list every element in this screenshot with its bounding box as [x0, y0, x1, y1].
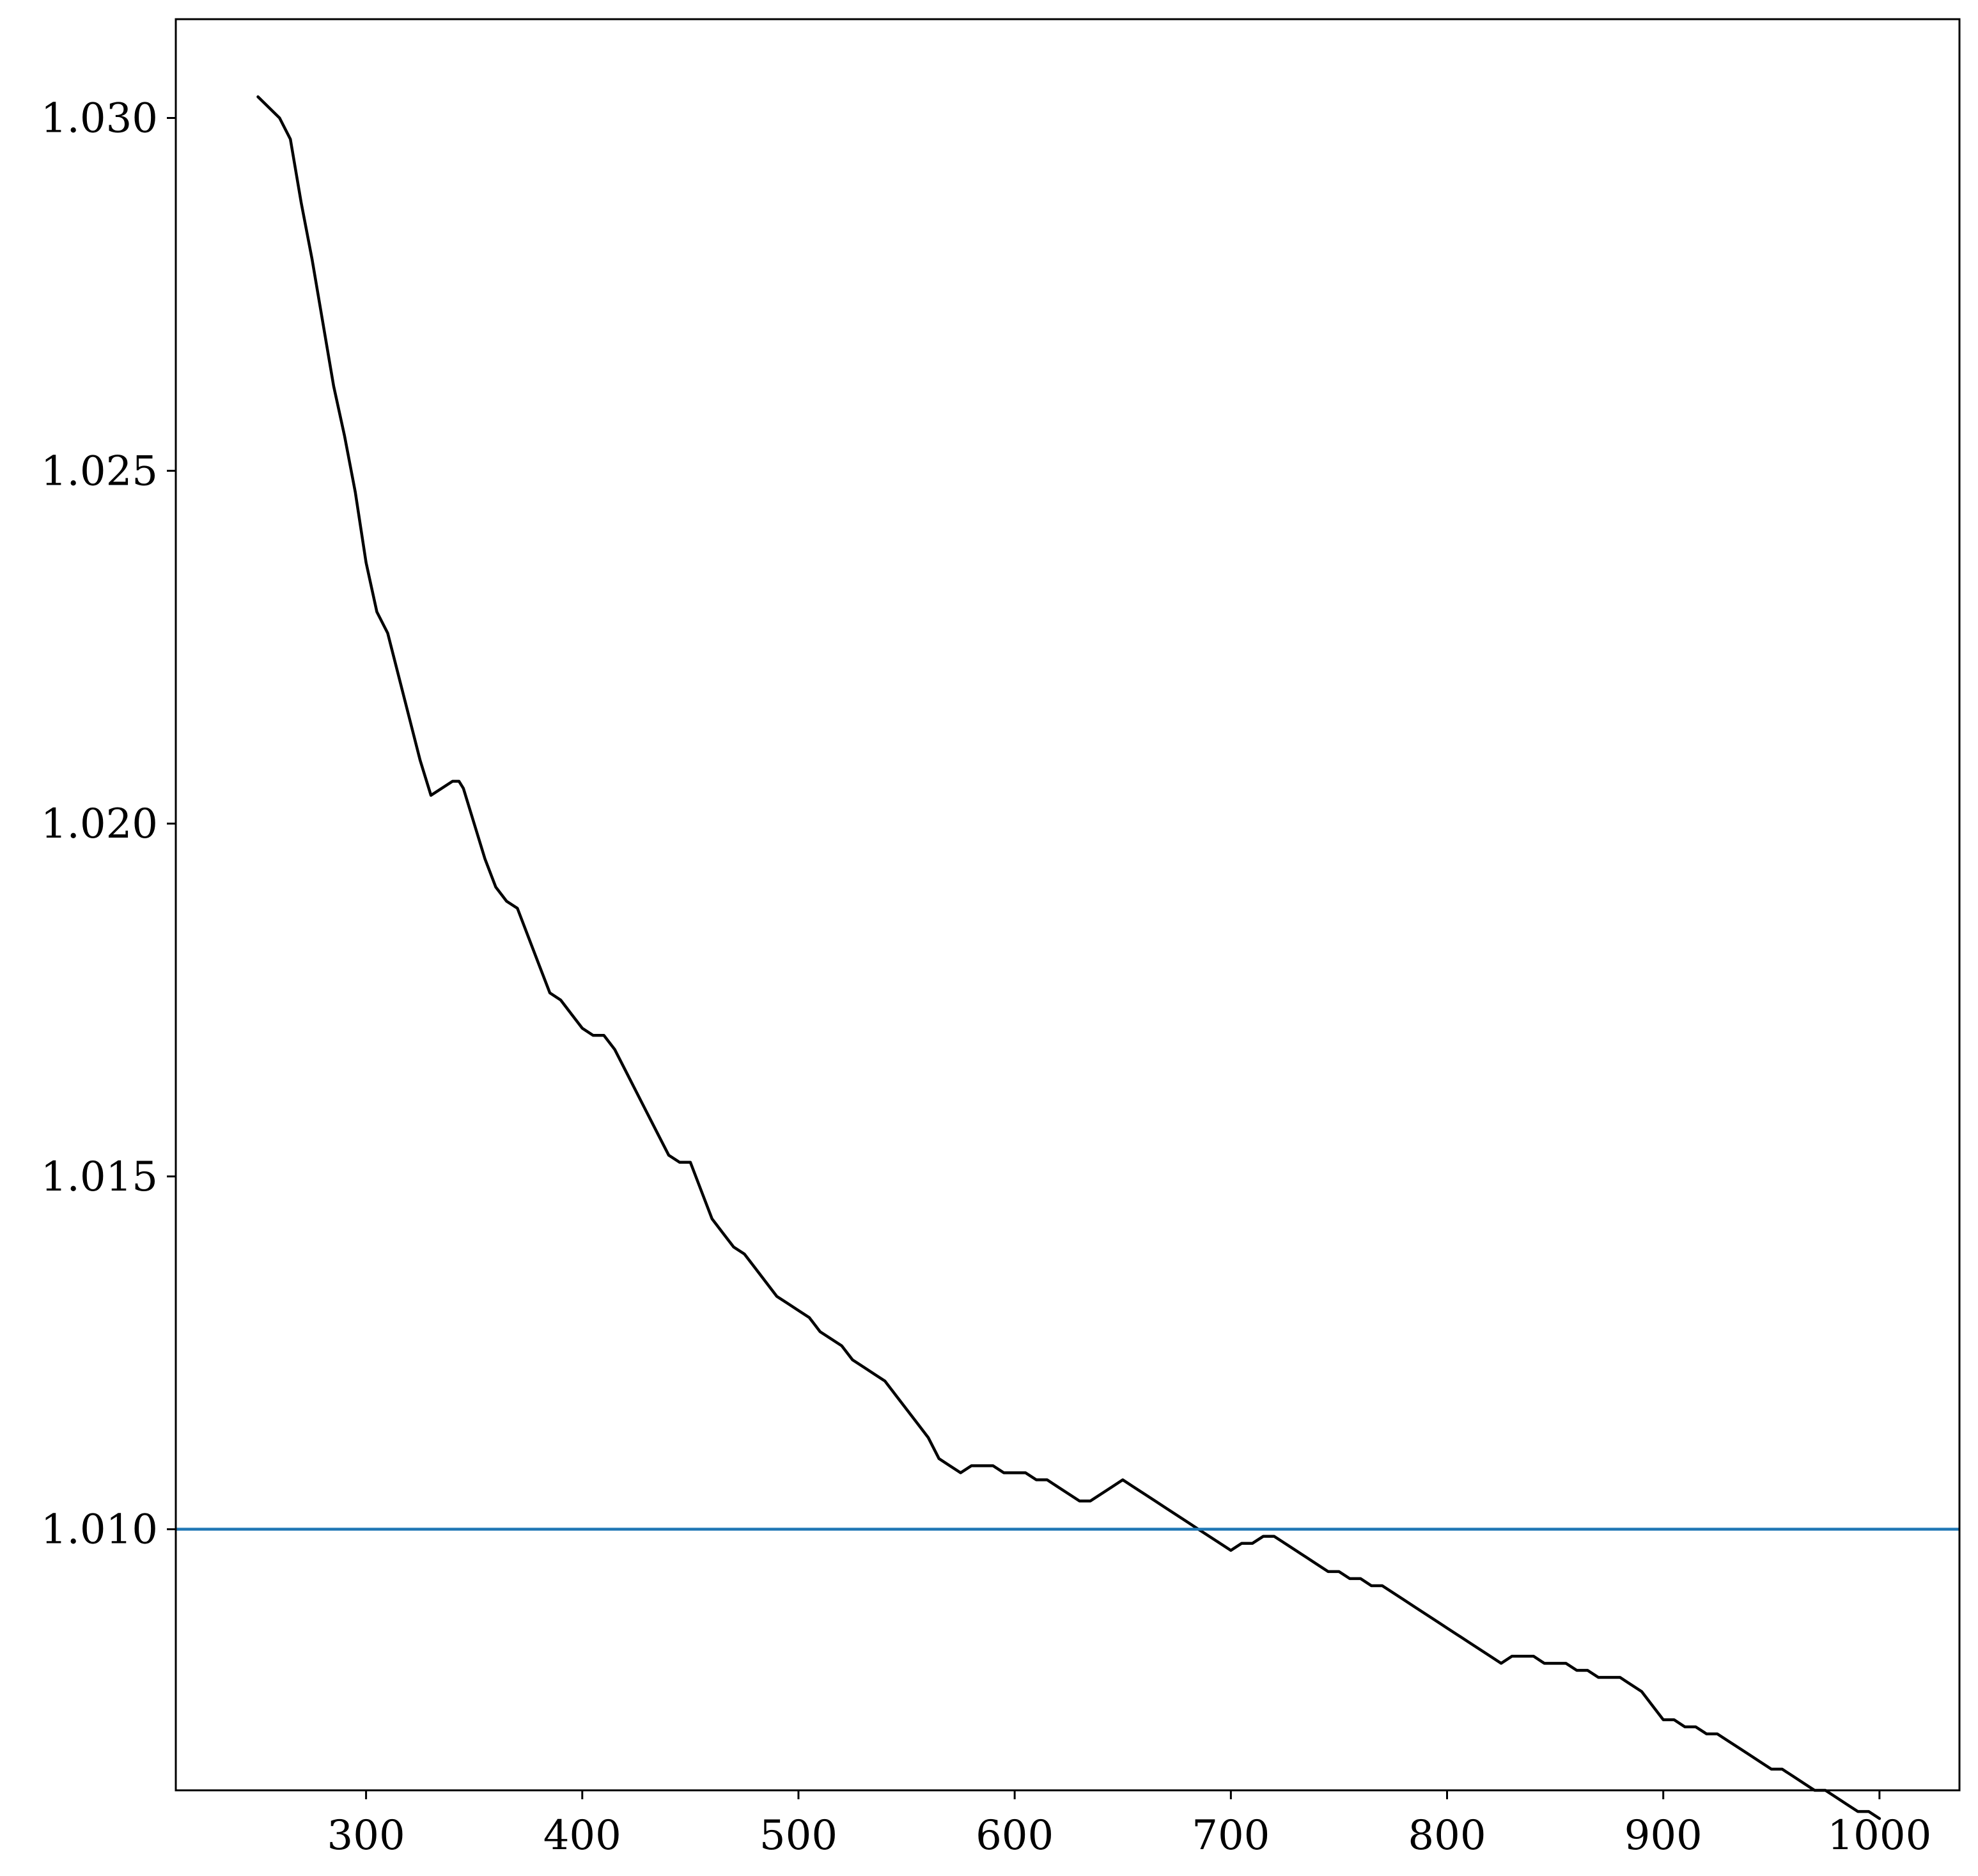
y-tick-label: 1.015 — [41, 1153, 158, 1201]
series-line-0 — [256, 95, 1881, 1820]
x-tick-label: 400 — [543, 1812, 621, 1859]
x-tick-label: 700 — [1192, 1812, 1270, 1859]
x-tick-label: 1000 — [1827, 1812, 1931, 1859]
plot-frame — [175, 18, 1961, 1792]
x-tick-label: 300 — [327, 1812, 405, 1859]
y-tick-label: 1.025 — [41, 448, 158, 495]
y-tick-label: 1.030 — [41, 95, 158, 143]
x-tick-label: 900 — [1624, 1812, 1702, 1859]
x-tick-label: 500 — [759, 1812, 837, 1859]
plot-area — [176, 95, 1959, 1820]
x-tick-label: 600 — [976, 1812, 1054, 1859]
y-tick-label: 1.020 — [41, 801, 158, 848]
x-tick-label: 800 — [1408, 1812, 1486, 1859]
x-axis: 300 400 500 600 700 800 900 1000 — [327, 1790, 1931, 1859]
y-axis: 1.010 1.015 1.020 1.025 1.030 — [41, 95, 176, 1554]
y-tick-label: 1.010 — [41, 1506, 158, 1554]
